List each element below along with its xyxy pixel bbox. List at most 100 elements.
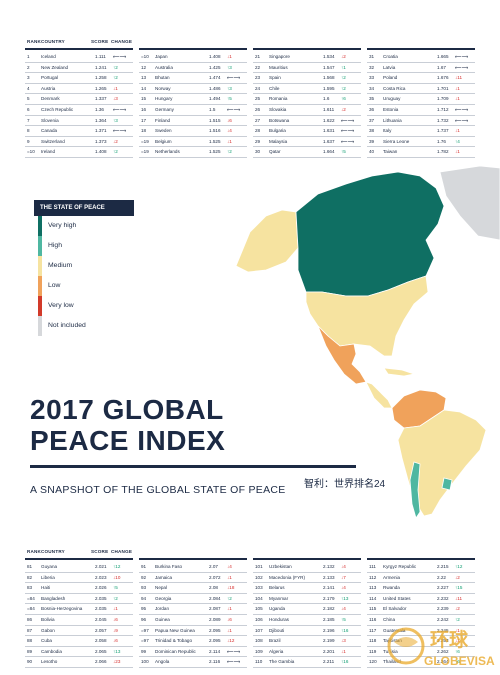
cell-score: 2.023: [95, 574, 107, 580]
cell-score: 2.114: [209, 648, 221, 654]
cell-change: ↓2: [455, 574, 460, 580]
legend-title: THE STATE OF PEACE: [34, 200, 134, 216]
cell-rank: 102: [255, 574, 263, 580]
cell-change: ↓1: [341, 648, 346, 654]
table-row: 4 Austria 1.265 ↓1: [25, 84, 133, 95]
cell-rank: 87: [27, 627, 33, 633]
cell-country: Tajikistan: [383, 638, 402, 644]
cell-country: Slovakia: [269, 106, 287, 112]
table-top-rule: [253, 48, 361, 50]
cell-rank: 90: [27, 659, 33, 665]
cell-change: ↑16: [341, 627, 349, 633]
rank-header: RANK: [27, 39, 42, 44]
table-row: 1 Iceland 1.111 ⟵⟶: [25, 52, 133, 63]
alaska-region: [235, 209, 299, 273]
cell-change: ⟵⟶: [227, 75, 241, 81]
cell-score: 1.425: [209, 64, 221, 70]
table-row: 103 Belarus 2.141 ↓4: [253, 583, 361, 594]
table-row: 108 Brazil 2.199 ↓3: [253, 636, 361, 647]
cell-country: Finland: [155, 117, 171, 123]
cell-country: China: [383, 616, 396, 622]
cell-score: 2.058: [95, 638, 107, 644]
legend-label: Very low: [48, 302, 74, 309]
cell-rank: 22: [255, 64, 261, 70]
cell-score: 2.08: [209, 585, 218, 591]
cell-score: 1.258: [95, 75, 107, 81]
table-row: =97 Papua New Guinea 2.095 ↓1: [139, 626, 247, 637]
cell-country: Denmark: [41, 96, 60, 102]
cell-change: ↓11: [455, 595, 463, 601]
cell-score: 2.095: [209, 627, 221, 633]
cell-rank: 83: [27, 585, 33, 591]
table-row: 22 Mauritius 1.547 ↑1: [253, 63, 361, 74]
cell-change: ⟵⟶: [341, 117, 355, 123]
cell-country: Latvia: [383, 64, 396, 70]
cell-rank: 23: [255, 75, 261, 81]
table-row: 99 Dominican Republic 2.114 ⟵⟶: [139, 647, 247, 658]
subtitle: A SNAPSHOT OF THE GLOBAL STATE OF PEACE: [30, 484, 286, 496]
table-row: =84 Bangladesh 2.035 ↑2: [25, 594, 133, 605]
legend-item-not-included: Not included: [34, 316, 134, 336]
cell-rank: =19: [141, 138, 149, 144]
cell-change: ↑3: [227, 85, 232, 91]
cell-change: ↑1: [341, 64, 346, 70]
legend-swatch: [38, 256, 42, 276]
cell-country: Qatar: [269, 149, 281, 155]
legend-label: High: [48, 242, 62, 249]
cell-country: Chile: [269, 85, 280, 91]
cell-score: 1.408: [209, 54, 221, 59]
cell-change: ⟵⟶: [227, 106, 241, 112]
table-row: =97 Trinidad & Tobago 2.095 ↓12: [139, 636, 247, 647]
cell-change: ↑2: [341, 85, 346, 91]
cell-score: 1.364: [95, 117, 107, 123]
cell-rank: 108: [255, 638, 263, 644]
score-header: SCORE: [91, 549, 109, 554]
table-row: 21 Singapore 1.534 ↓2: [253, 52, 361, 63]
legend-label: Medium: [48, 262, 73, 269]
table-column: 81 Guyana 2.021 ↑12 82 Liberia 2.023 ↓10 83 Haiti…: [25, 562, 133, 668]
cell-score: 2.211: [323, 659, 335, 665]
cell-country: Poland: [383, 75, 398, 81]
cell-change: ⟵⟶: [227, 648, 241, 654]
cell-rank: 110: [255, 659, 263, 665]
legend-item-very-low: Very low: [34, 296, 134, 316]
cell-score: 1.36: [95, 106, 104, 112]
cell-rank: 120: [369, 659, 377, 665]
cell-score: 2.215: [437, 564, 449, 569]
cell-score: 2.182: [323, 606, 335, 612]
cell-rank: 105: [255, 606, 263, 612]
cell-change: ↓10: [113, 574, 121, 580]
cell-rank: 89: [27, 648, 33, 654]
table-row: 109 Algeria 2.201 ↓1: [253, 647, 361, 658]
table-row: 104 Myanmar 2.179 ↑13: [253, 594, 361, 605]
cell-rank: =19: [141, 149, 149, 155]
cell-change: ↓1: [227, 627, 232, 633]
table-top-rule: [139, 48, 247, 50]
cell-rank: 88: [27, 638, 33, 644]
title-line-1: 2017 GLOBAL: [30, 394, 224, 425]
table-row: 32 Latvia 1.67 ⟵⟶: [367, 63, 475, 74]
cell-rank: 14: [141, 85, 147, 91]
cell-country: Canada: [41, 128, 58, 134]
cell-rank: 4: [27, 85, 30, 91]
table-row: 88 Cuba 2.058 ↓6: [25, 636, 133, 647]
cell-score: 2.133: [323, 574, 335, 580]
cell-score: 1.732: [437, 117, 449, 123]
cell-rank: 95: [141, 606, 147, 612]
cell-rank: 26: [255, 106, 261, 112]
cell-change: ↓4: [341, 564, 346, 569]
cell-rank: =10: [141, 54, 149, 59]
cell-country: Myanmar: [269, 595, 289, 601]
cell-rank: 3: [27, 75, 30, 81]
cell-rank: 96: [141, 616, 147, 622]
cell-change: ↓1: [227, 138, 232, 144]
table-column: =10 Japan 1.408 ↓1 12 Australia 1.425 ↑3 13 Bhuta…: [139, 52, 247, 158]
cell-change: ↓1: [113, 606, 118, 612]
cell-country: Gabon: [41, 627, 55, 633]
cell-country: Cuba: [41, 638, 52, 644]
cell-country: Portugal: [41, 75, 59, 81]
cell-change: ↓1: [113, 85, 118, 91]
cell-change: ↑5: [227, 96, 232, 102]
cell-change: ↑2: [227, 149, 232, 155]
cell-country: Taiwan: [383, 149, 398, 155]
